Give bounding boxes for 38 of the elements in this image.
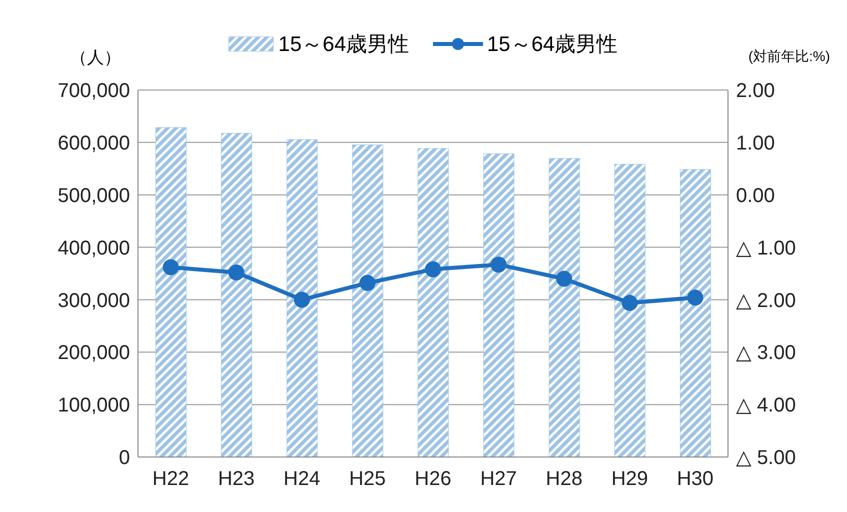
legend-label: 15～64歳男性 xyxy=(487,32,618,58)
y-tick-label: 400,000 xyxy=(58,237,130,260)
y-axis-title: （人） xyxy=(70,47,121,69)
y2-tick-label: △ 1.00 xyxy=(736,237,796,260)
x-tick-label: H29 xyxy=(611,468,648,490)
y-tick-label: 500,000 xyxy=(58,184,130,207)
y2-tick-label: △ 2.00 xyxy=(736,290,796,312)
y-tick-label: 600,000 xyxy=(58,132,130,155)
y-tick-label: 200,000 xyxy=(58,342,130,364)
point xyxy=(556,270,572,287)
y2-tick-label: △ 4.00 xyxy=(736,394,796,417)
y2-tick-label: 2.00 xyxy=(736,80,775,102)
x-tick-label: H22 xyxy=(152,468,190,490)
point xyxy=(162,259,179,276)
x-tick-label: H26 xyxy=(414,468,452,490)
point xyxy=(359,274,376,291)
x-tick-label: H24 xyxy=(284,468,320,490)
point xyxy=(294,292,310,308)
y-tick-label: 100,000 xyxy=(58,394,130,417)
x-tick-label: H23 xyxy=(218,468,255,490)
point xyxy=(228,264,244,280)
point xyxy=(687,290,704,306)
y2-axis-title: (対前年比:%) xyxy=(748,48,830,66)
x-tick-label: H27 xyxy=(480,468,517,490)
x-tick-label: H25 xyxy=(349,468,386,490)
x-tick-label: H30 xyxy=(676,468,714,490)
y2-tick-label: 0.00 xyxy=(736,184,775,207)
x-tick-label: H28 xyxy=(546,468,582,490)
y-tick-label: 0 xyxy=(118,447,130,470)
point xyxy=(425,261,441,278)
y2-tick-label: △ 5.00 xyxy=(736,447,796,470)
legend-label: 15～64歳男性 xyxy=(278,32,409,58)
y-tick-label: 700,000 xyxy=(58,80,130,102)
y-tick-label: 300,000 xyxy=(58,290,130,312)
point xyxy=(622,294,638,311)
point xyxy=(490,256,507,273)
y2-tick-label: 1.00 xyxy=(736,132,775,155)
y2-tick-label: △ 3.00 xyxy=(736,342,796,364)
